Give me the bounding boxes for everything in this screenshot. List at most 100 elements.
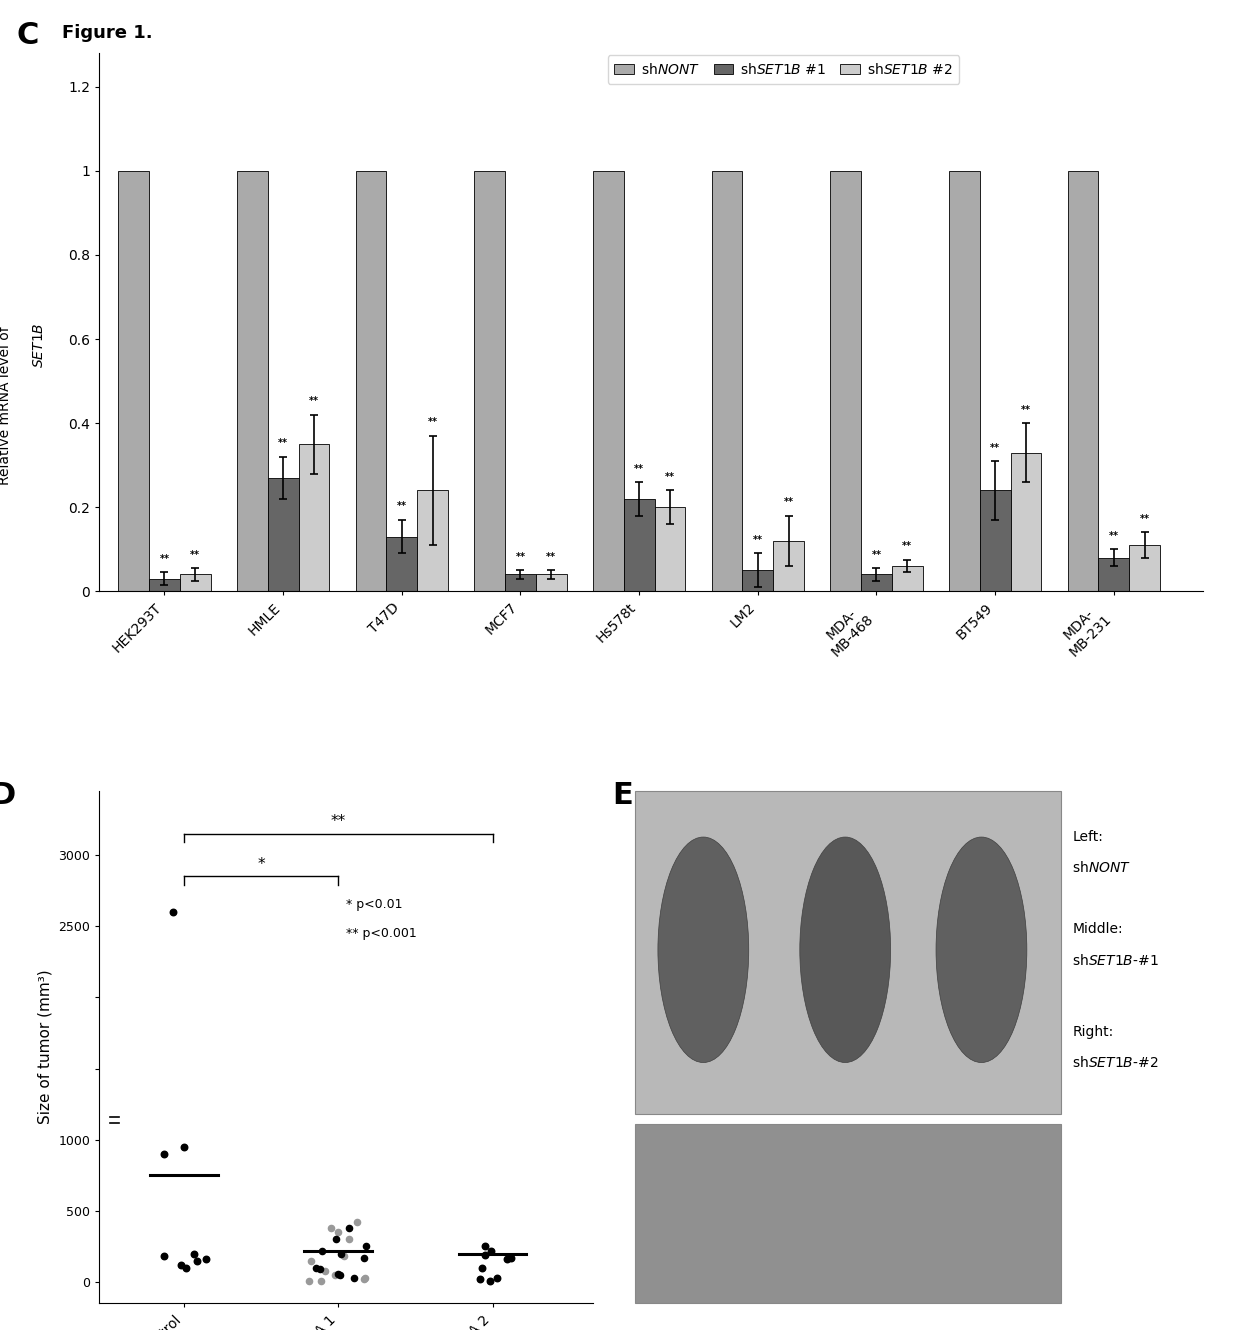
Text: **: ** [397,501,407,512]
Text: sh$\it{SET1B}$-#2: sh$\it{SET1B}$-#2 [1073,1055,1158,1071]
Point [486,1267,506,1289]
Text: **: ** [990,443,1001,452]
Point [327,1264,347,1285]
Text: **: ** [160,555,170,564]
Bar [387,536,417,592]
Bar [1130,545,1161,592]
Point [174,1136,193,1157]
Text: $\it{SET1B}$: $\it{SET1B}$ [31,322,46,368]
Point [475,1236,495,1257]
Bar [743,571,774,592]
Text: **: ** [1140,513,1149,524]
Point [311,1240,331,1261]
Point [154,1144,174,1165]
Point [335,1246,355,1267]
Point [330,1265,350,1286]
Bar [474,172,505,592]
Point [185,1244,205,1265]
Text: **: ** [190,549,201,560]
Point [196,1249,216,1270]
Point [299,1270,319,1291]
Bar [149,579,180,592]
Point [326,1229,346,1250]
Point [480,1270,500,1291]
Text: * p<0.01: * p<0.01 [346,898,403,911]
Point [347,1212,367,1233]
Point [325,1265,345,1286]
Text: E: E [613,781,634,810]
Text: **: ** [903,541,913,552]
Text: D: D [0,781,16,810]
Text: **: ** [1021,404,1030,415]
Point [339,1217,358,1238]
Bar [892,567,923,592]
Bar [635,1124,1061,1303]
Point [353,1269,373,1290]
Y-axis label: Size of tumor (mm³): Size of tumor (mm³) [37,970,53,1124]
Point [353,1248,373,1269]
Point [176,1257,196,1278]
Ellipse shape [936,837,1027,1063]
Text: **: ** [872,549,882,560]
Text: Middle:: Middle: [1073,922,1123,936]
Point [497,1249,517,1270]
Ellipse shape [800,837,890,1063]
Text: **: ** [753,535,763,545]
Text: **: ** [665,472,675,481]
Text: Relative mRNA level of: Relative mRNA level of [0,322,12,485]
Point [481,1240,501,1261]
Point [470,1269,490,1290]
Text: Figure 1.: Figure 1. [62,24,153,43]
Bar [180,575,211,592]
Text: sh$\it{SET1B}$-#1: sh$\it{SET1B}$-#1 [1073,952,1159,967]
Bar [861,575,892,592]
Point [155,1246,175,1267]
Bar [712,172,743,592]
Bar [831,172,861,592]
Text: **: ** [331,814,346,830]
Point [315,1260,335,1281]
Bar [1011,452,1042,592]
Bar [417,491,448,592]
Point [187,1250,207,1271]
Bar [1068,172,1099,592]
Point [321,1217,341,1238]
Point [164,902,184,923]
Point [355,1267,374,1289]
Bar [505,575,536,592]
Text: **: ** [547,552,557,561]
Bar [1099,557,1130,592]
Text: **: ** [428,418,438,427]
Bar [624,499,655,592]
Text: C: C [16,21,38,51]
Bar [237,172,268,592]
Bar [299,444,330,592]
Text: *: * [258,857,265,872]
Text: Left:: Left: [1073,830,1104,845]
Point [343,1267,363,1289]
Bar [774,541,804,592]
Point [356,1236,376,1257]
Text: Right:: Right: [1073,1025,1114,1039]
Bar [949,172,980,592]
Text: sh$\it{NONT}$: sh$\it{NONT}$ [1073,861,1131,875]
Point [329,1221,348,1242]
Text: **: ** [516,552,526,561]
Bar [356,172,387,592]
Bar [635,791,1061,1113]
Point [301,1250,321,1271]
Text: ** p<0.001: ** p<0.001 [346,927,417,940]
Point [306,1257,326,1278]
Point [501,1248,521,1269]
Text: **: ** [784,497,794,507]
Point [472,1257,492,1278]
Bar [980,491,1011,592]
Legend: sh$\it{NONT}$, sh$\it{SET1B}$ #1, sh$\it{SET1B}$ #2: sh$\it{NONT}$, sh$\it{SET1B}$ #1, sh$\it… [608,55,960,84]
Point [311,1270,331,1291]
Bar [268,477,299,592]
Point [340,1229,360,1250]
Bar [655,507,686,592]
Point [475,1245,495,1266]
Ellipse shape [658,837,749,1063]
Bar [118,172,149,592]
